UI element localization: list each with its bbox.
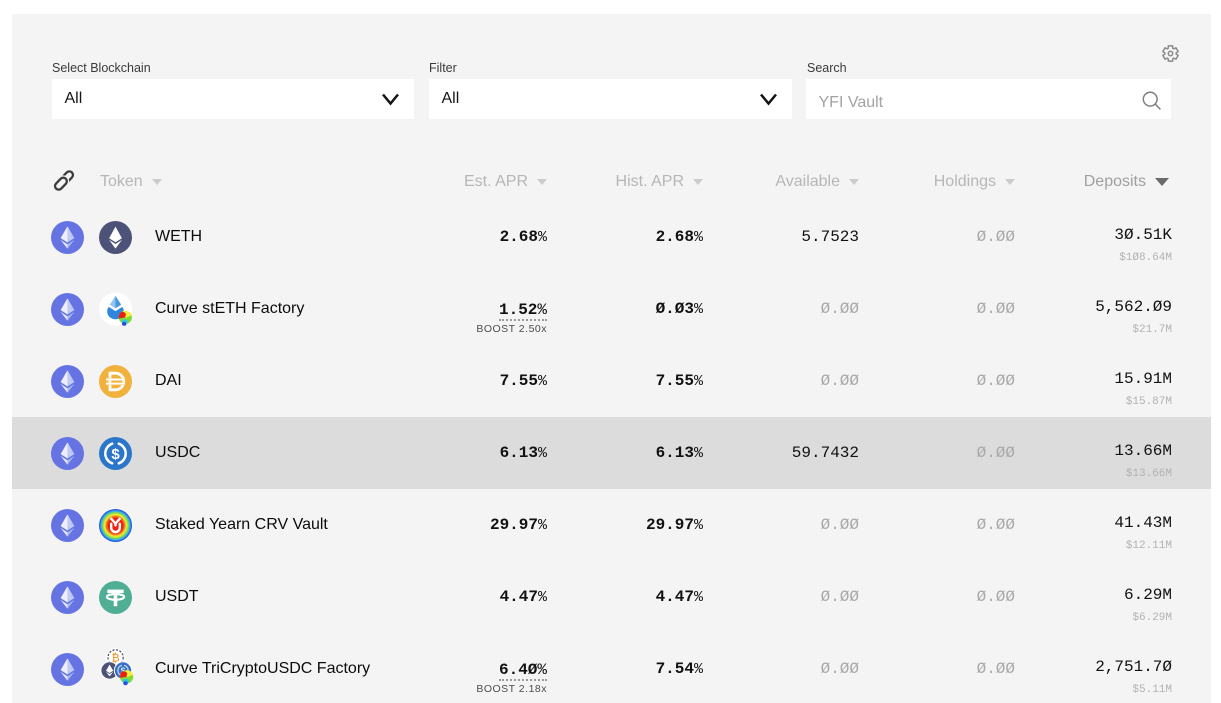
svg-text:$: $ bbox=[111, 445, 120, 462]
svg-text:₿: ₿ bbox=[112, 652, 120, 664]
svg-text:$: $ bbox=[121, 665, 126, 675]
